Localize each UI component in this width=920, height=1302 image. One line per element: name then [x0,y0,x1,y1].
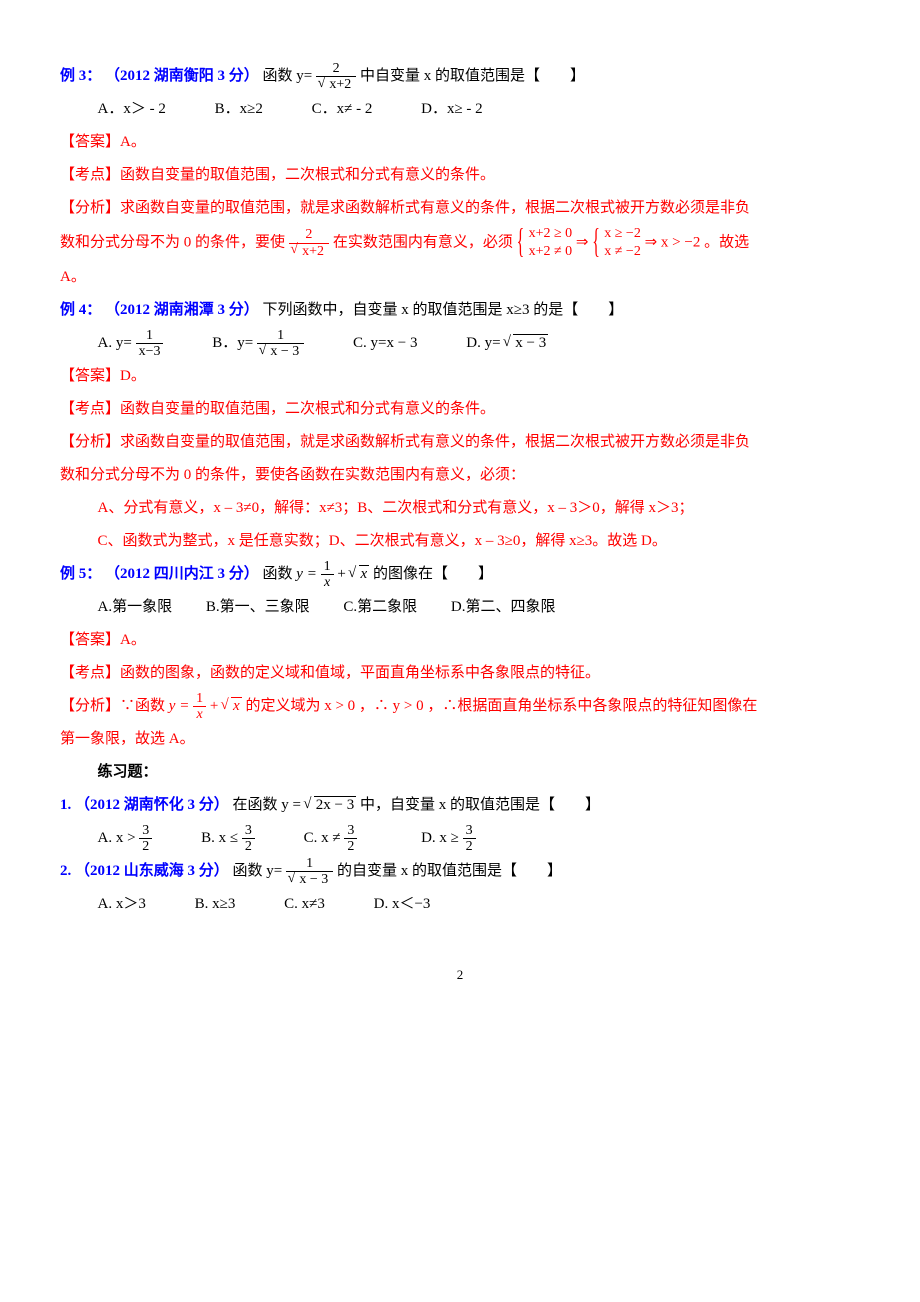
ex4-kaodian: 【考点】函数自变量的取值范围，二次根式和分式有意义的条件。 [60,393,860,426]
ex3-label: 例 3： [60,68,101,84]
ex3-qb: 中自变量 x 的取值范围是【 】 [360,68,585,84]
ex3-fenxi-1: 【分析】求函数自变量的取值范围，就是求函数解析式有意义的条件，根据二次根式被开方… [60,192,860,225]
ex3-question: 例 3： （2012 湖南衡阳 3 分） 函数 y= 2 x+2 中自变量 x … [60,60,860,93]
p1-question: 1. （2012 湖南怀化 3 分） 在函数 y = 2x − 3 中，自变量 … [60,789,860,822]
ex3-source: （2012 湖南衡阳 3 分） [105,68,259,84]
page-number: 2 [60,961,860,990]
p1-options: A. x > 32 B. x ≤ 32 C. x ≠ 32 D. x ≥ 32 [60,822,860,855]
ex4-question: 例 4： （2012 湖南湘潭 3 分） 下列函数中，自变量 x 的取值范围是 … [60,294,860,327]
ex3-frac: 2 x+2 [316,61,356,93]
ex4-answer: 【答案】D。 [60,360,860,393]
ex5-label: 例 5： [60,566,101,582]
ex3-answer: 【答案】A。 [60,126,860,159]
ex5-question: 例 5： （2012 四川内江 3 分） 函数 y = 1x + x 的图像在【… [60,558,860,591]
ex4-options: A. y= 1 x−3 B．y= 1 x − 3 C. y=x − 3 D. y… [60,327,860,360]
ex3-options: A．x＞ - 2 B．x≥2 C．x≠ - 2 D．x≥ - 2 [60,93,860,126]
ex4-label: 例 4： [60,302,101,318]
ex4-fenxi-3: A、分式有意义，x – 3≠0，解得：x≠3；B、二次根式和分式有意义，x – … [60,492,860,525]
p2-options: A. x＞3 B. x≥3 C. x≠3 D. x＜−3 [60,888,860,921]
ex5-options: A.第一象限 B.第一、三象限 C.第二象限 D.第二、四象限 [60,591,860,624]
ex5-source: （2012 四川内江 3 分） [105,566,259,582]
ex4-fenxi-4: C、函数式为整式，x 是任意实数；D、二次根式有意义，x – 3≥0，解得 x≥… [60,525,860,558]
ex5-answer: 【答案】A。 [60,624,860,657]
ex3-kaodian: 【考点】函数自变量的取值范围，二次根式和分式有意义的条件。 [60,159,860,192]
ex5-fenxi-1: 【分析】∵函数 y = 1x + x 的定义域为 x > 0 ，∴ y > 0 … [60,690,860,723]
ex3-fenxi-3: A。 [60,261,860,294]
ex4-fenxi-1: 【分析】求函数自变量的取值范围，就是求函数解析式有意义的条件，根据二次根式被开方… [60,426,860,459]
ex5-fenxi-2: 第一象限，故选 A。 [60,723,860,756]
p2-question: 2. （2012 山东威海 3 分） 函数 y= 1 x − 3 的自变量 x … [60,855,860,888]
ex4-source: （2012 湖南湘潭 3 分） [105,302,259,318]
ex4-fenxi-2: 数和分式分母不为 0 的条件，要使各函数在实数范围内有意义，必须： [60,459,860,492]
ex3-qa: 函数 y= [263,68,313,84]
practice-title: 练习题： [60,756,860,789]
ex5-kaodian: 【考点】函数的图象，函数的定义域和值域，平面直角坐标系中各象限点的特征。 [60,657,860,690]
ex3-fenxi-2: 数和分式分母不为 0 的条件，要使 2 x+2 在实数范围内有意义，必须 x+2… [60,225,860,261]
